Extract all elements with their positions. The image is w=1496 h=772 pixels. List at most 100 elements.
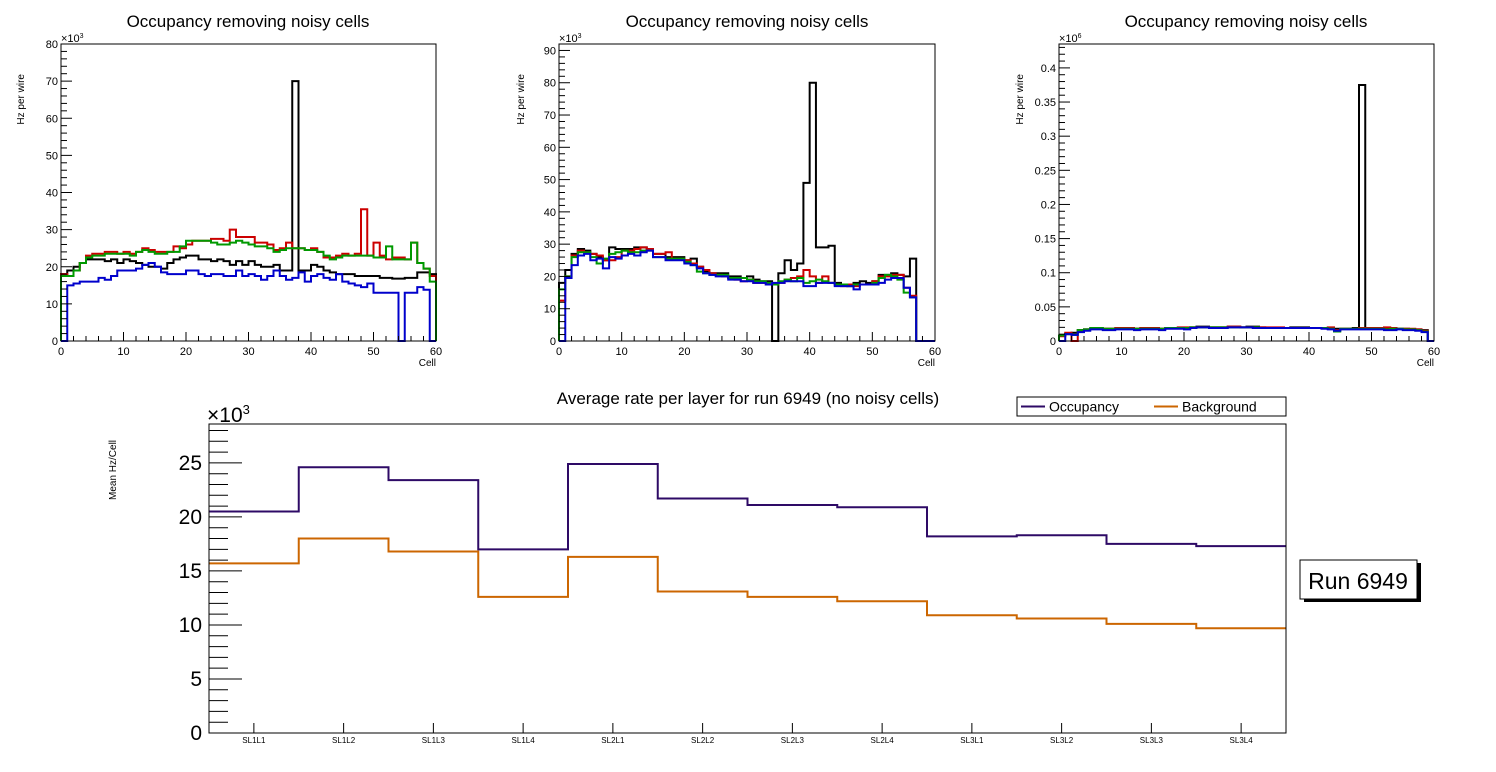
x-tick-label: 60 (1428, 346, 1440, 358)
y-tick-label: 50 (46, 150, 58, 162)
annotation-text: Run 6949 (1308, 568, 1408, 594)
y-tick-label: 10 (179, 614, 202, 637)
x-tick-label: 10 (1115, 346, 1127, 358)
x-category-label: SL3L2 (1050, 736, 1074, 745)
y-multiplier: ×106 (1059, 33, 1082, 45)
y-multiplier-exponent: 3 (578, 33, 582, 40)
x-tick-label: 50 (367, 346, 379, 358)
y-tick-label: 0.25 (1035, 165, 1056, 177)
y-tick-label: 50 (544, 175, 556, 187)
series-layer-green (60, 239, 437, 341)
y-tick-label: 0 (1050, 336, 1056, 348)
x-tick-label: 60 (430, 346, 442, 358)
y-tick-label: 0 (52, 336, 58, 348)
y-multiplier: ×103 (61, 33, 84, 45)
series-layer-green (558, 249, 935, 342)
x-tick-label: 20 (678, 346, 690, 358)
y-tick-label: 0.1 (1041, 268, 1056, 280)
y-tick-label: 60 (46, 113, 58, 125)
x-axis-title: Cell (918, 358, 935, 369)
x-category-label: SL2L1 (601, 736, 625, 745)
series-occupancy (209, 462, 1286, 551)
y-tick-label: 60 (544, 142, 556, 154)
series-layer-red (558, 246, 935, 342)
y-axis-title: Mean Hz/Cell (108, 440, 119, 500)
x-tick-label: 0 (1056, 346, 1062, 358)
y-tick-label: 20 (544, 271, 556, 283)
y-tick-label: 90 (544, 45, 556, 57)
x-tick-label: 10 (616, 346, 628, 358)
x-tick-label: 50 (1365, 346, 1377, 358)
y-tick-label: 0.4 (1041, 63, 1056, 75)
y-tick-label: 10 (544, 304, 556, 316)
x-category-label: SL3L3 (1140, 736, 1164, 745)
y-tick-label: 20 (46, 262, 58, 274)
y-tick-label: 80 (46, 39, 58, 51)
x-axis-title: Cell (1417, 358, 1434, 369)
x-category-label: SL2L2 (691, 736, 715, 745)
y-tick-label: 0 (550, 336, 556, 348)
y-tick-label: 40 (46, 188, 58, 200)
x-tick-label: 50 (866, 346, 878, 358)
series-background (209, 537, 1286, 630)
y-tick-label: 80 (544, 78, 556, 90)
layer-average-panel: Average rate per layer for run 6949 (no … (108, 389, 1287, 745)
x-category-label: SL1L2 (332, 736, 356, 745)
y-tick-label: 40 (544, 207, 556, 219)
series-layer-blue (559, 249, 935, 342)
x-tick-label: 30 (741, 346, 753, 358)
x-tick-label: 60 (929, 346, 941, 358)
run-annotation: Run 6949 (1299, 559, 1421, 602)
y-tick-label: 30 (544, 239, 556, 251)
y-tick-label: 0.05 (1035, 302, 1056, 314)
x-tick-label: 40 (1303, 346, 1315, 358)
x-tick-label: 30 (1240, 346, 1252, 358)
y-tick-label: 20 (179, 506, 202, 529)
y-tick-label: 70 (544, 110, 556, 122)
plot-frame (60, 43, 437, 342)
histogram-panel-3: Occupancy removing noisy cells 0 10 20 30 40 5… (1015, 12, 1440, 369)
series-layer-blue (61, 262, 436, 342)
legend-box (1016, 396, 1287, 417)
x-tick-label: 0 (556, 346, 562, 358)
panel-title: Average rate per layer for run 6949 (no … (557, 389, 939, 408)
panel-title: Occupancy removing noisy cells (1125, 12, 1368, 31)
y-tick-label: 5 (190, 668, 202, 691)
x-category-label: SL3L4 (1230, 736, 1254, 745)
x-category-label: SL1L4 (512, 736, 536, 745)
y-multiplier: ×103 (207, 402, 250, 427)
x-category-label: SL2L4 (871, 736, 895, 745)
x-category-label: SL3L1 (960, 736, 984, 745)
y-axis-title: Hz per wire (516, 74, 527, 125)
x-category-label: SL1L1 (242, 736, 266, 745)
panel-title: Occupancy removing noisy cells (127, 12, 370, 31)
y-tick-label: 0.2 (1041, 199, 1056, 211)
y-multiplier: ×103 (559, 33, 582, 45)
series-layer-black (558, 81, 935, 342)
histogram-panel-1: Occupancy removing noisy cells 0 10 20 30 40 5… (16, 12, 442, 369)
y-tick-label: 0 (190, 722, 202, 745)
x-tick-label: 40 (804, 346, 816, 358)
series-layer-blue (1059, 326, 1434, 342)
y-tick-label: 0.3 (1041, 131, 1056, 143)
y-multiplier-exponent: 6 (1078, 33, 1082, 40)
x-tick-label: 40 (305, 346, 317, 358)
legend-label-occupancy: Occupancy (1049, 399, 1119, 415)
legend: Occupancy Background (1016, 396, 1287, 417)
plot-frame (1058, 43, 1435, 342)
x-category-label: SL1L3 (422, 736, 446, 745)
y-tick-label: 30 (46, 225, 58, 237)
series-layer-black (60, 80, 437, 341)
series-layer-black (1058, 83, 1434, 342)
y-multiplier-exponent: 3 (243, 402, 250, 417)
x-axis-title: Cell (419, 358, 436, 369)
y-tick-label: 10 (46, 299, 58, 311)
x-tick-label: 30 (242, 346, 254, 358)
x-tick-label: 10 (117, 346, 129, 358)
panel-title: Occupancy removing noisy cells (626, 12, 869, 31)
x-tick-label: 20 (1178, 346, 1190, 358)
y-tick-label: 0.15 (1035, 234, 1056, 246)
y-tick-label: 25 (179, 452, 202, 475)
x-tick-label: 20 (180, 346, 192, 358)
